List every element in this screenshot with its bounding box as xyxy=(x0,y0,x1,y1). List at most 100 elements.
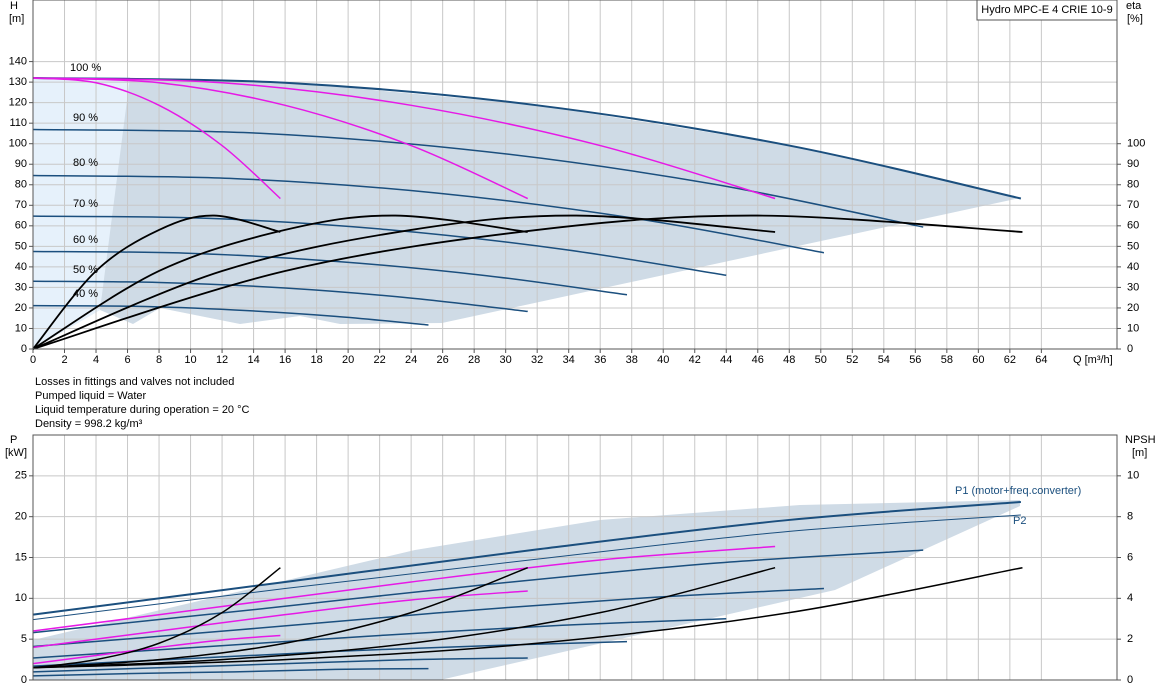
y-tick-label: 80 xyxy=(15,179,27,191)
y2-tick-label: 0 xyxy=(1127,674,1133,686)
curve xyxy=(32,214,1023,350)
x-tick-label: 4 xyxy=(93,354,99,366)
x-tick-label: 24 xyxy=(405,354,417,366)
curve xyxy=(32,618,727,659)
curve xyxy=(32,214,528,350)
speed-label: 100 % xyxy=(70,62,101,74)
y-tick-label: 60 xyxy=(15,220,27,232)
speed-label: 50 % xyxy=(73,264,98,276)
y2-tick-label: 30 xyxy=(1127,281,1139,293)
curve xyxy=(32,214,281,350)
y-tick-label: 110 xyxy=(9,117,27,129)
curve xyxy=(32,174,825,254)
y2-tick-label: 8 xyxy=(1127,511,1133,523)
operating-area xyxy=(33,77,1020,349)
x-tick-label: 20 xyxy=(342,354,354,366)
x-tick-label: 34 xyxy=(563,354,575,366)
curve-label: P1 (motor+freq.converter) xyxy=(955,485,1081,497)
x-tick-label: 30 xyxy=(500,354,512,366)
y-tick-label: 0 xyxy=(21,674,27,686)
y2-tick-label: 40 xyxy=(1127,261,1139,273)
title-box xyxy=(976,0,1118,21)
y-tick-label: 10 xyxy=(15,592,27,604)
curve xyxy=(32,77,281,200)
plot-frame xyxy=(32,0,1118,350)
x-tick-label: 26 xyxy=(437,354,449,366)
y-tick-label: 70 xyxy=(15,199,27,211)
y-tick-label: 40 xyxy=(15,261,27,273)
x-tick-label: 52 xyxy=(846,354,858,366)
x-tick-label: 8 xyxy=(156,354,162,366)
curve xyxy=(32,590,528,649)
y-tick-label: 120 xyxy=(9,97,27,109)
curve xyxy=(32,587,824,648)
curve xyxy=(32,77,1022,200)
x-tick-label: 40 xyxy=(657,354,669,366)
curve xyxy=(32,566,776,669)
x-axis-label: Q [m³/h] xyxy=(1073,354,1113,366)
y-axis-label: H xyxy=(10,0,18,12)
y2-tick-label: 60 xyxy=(1127,220,1139,232)
x-tick-label: 0 xyxy=(30,354,36,366)
x-tick-label: 58 xyxy=(941,354,953,366)
speed-label: 90 % xyxy=(73,112,98,124)
speed-label: 60 % xyxy=(73,234,98,246)
curve xyxy=(32,250,628,296)
curve-label: P2 xyxy=(1013,515,1026,527)
y-tick-label: 20 xyxy=(15,302,27,314)
x-tick-label: 18 xyxy=(310,354,322,366)
curve xyxy=(32,667,429,677)
curve xyxy=(32,657,528,673)
note: Pumped liquid = Water xyxy=(35,390,147,402)
y2-tick-label: 70 xyxy=(1127,199,1139,211)
note: Liquid temperature during operation = 20… xyxy=(35,404,250,416)
x-tick-label: 64 xyxy=(1035,354,1047,366)
y2-tick-label: 20 xyxy=(1127,302,1139,314)
speed-label: 40 % xyxy=(73,288,98,300)
y2-axis-unit: [m] xyxy=(1132,447,1147,459)
y-tick-label: 10 xyxy=(15,322,27,334)
x-tick-label: 36 xyxy=(594,354,606,366)
y-tick-label: 15 xyxy=(15,551,27,563)
curve xyxy=(32,77,529,200)
note: Losses in fittings and valves not includ… xyxy=(35,376,234,388)
x-tick-label: 50 xyxy=(815,354,827,366)
x-tick-label: 62 xyxy=(1004,354,1016,366)
curve xyxy=(32,567,529,669)
x-tick-label: 2 xyxy=(61,354,67,366)
curve xyxy=(32,500,1021,616)
x-tick-label: 48 xyxy=(783,354,795,366)
x-tick-label: 16 xyxy=(279,354,291,366)
x-tick-label: 46 xyxy=(752,354,764,366)
x-tick-label: 56 xyxy=(909,354,921,366)
x-tick-label: 32 xyxy=(531,354,543,366)
y-tick-label: 5 xyxy=(21,633,27,645)
y-axis-unit: [kW] xyxy=(5,447,27,459)
x-tick-label: 38 xyxy=(626,354,638,366)
y2-axis-unit: [%] xyxy=(1127,13,1143,25)
x-tick-label: 10 xyxy=(184,354,196,366)
curve xyxy=(32,567,281,669)
curve xyxy=(32,280,528,313)
curve xyxy=(32,634,281,665)
x-tick-label: 12 xyxy=(216,354,228,366)
curve xyxy=(32,128,924,228)
y2-tick-label: 100 xyxy=(1127,138,1145,150)
curve xyxy=(32,545,776,632)
plot-frame xyxy=(32,434,1118,681)
x-tick-label: 22 xyxy=(374,354,386,366)
y-tick-label: 130 xyxy=(9,76,27,88)
y-tick-label: 50 xyxy=(15,240,27,252)
y-tick-label: 90 xyxy=(15,158,27,170)
y2-tick-label: 4 xyxy=(1127,592,1133,604)
y2-tick-label: 50 xyxy=(1127,240,1139,252)
x-tick-label: 44 xyxy=(720,354,732,366)
y2-tick-label: 6 xyxy=(1127,551,1133,563)
x-tick-label: 42 xyxy=(689,354,701,366)
y2-tick-label: 10 xyxy=(1127,322,1139,334)
speed-label: 80 % xyxy=(73,157,98,169)
note: Density = 998.2 kg/m³ xyxy=(35,418,143,430)
curve xyxy=(32,514,1021,621)
y2-axis-label: NPSH xyxy=(1125,434,1156,446)
